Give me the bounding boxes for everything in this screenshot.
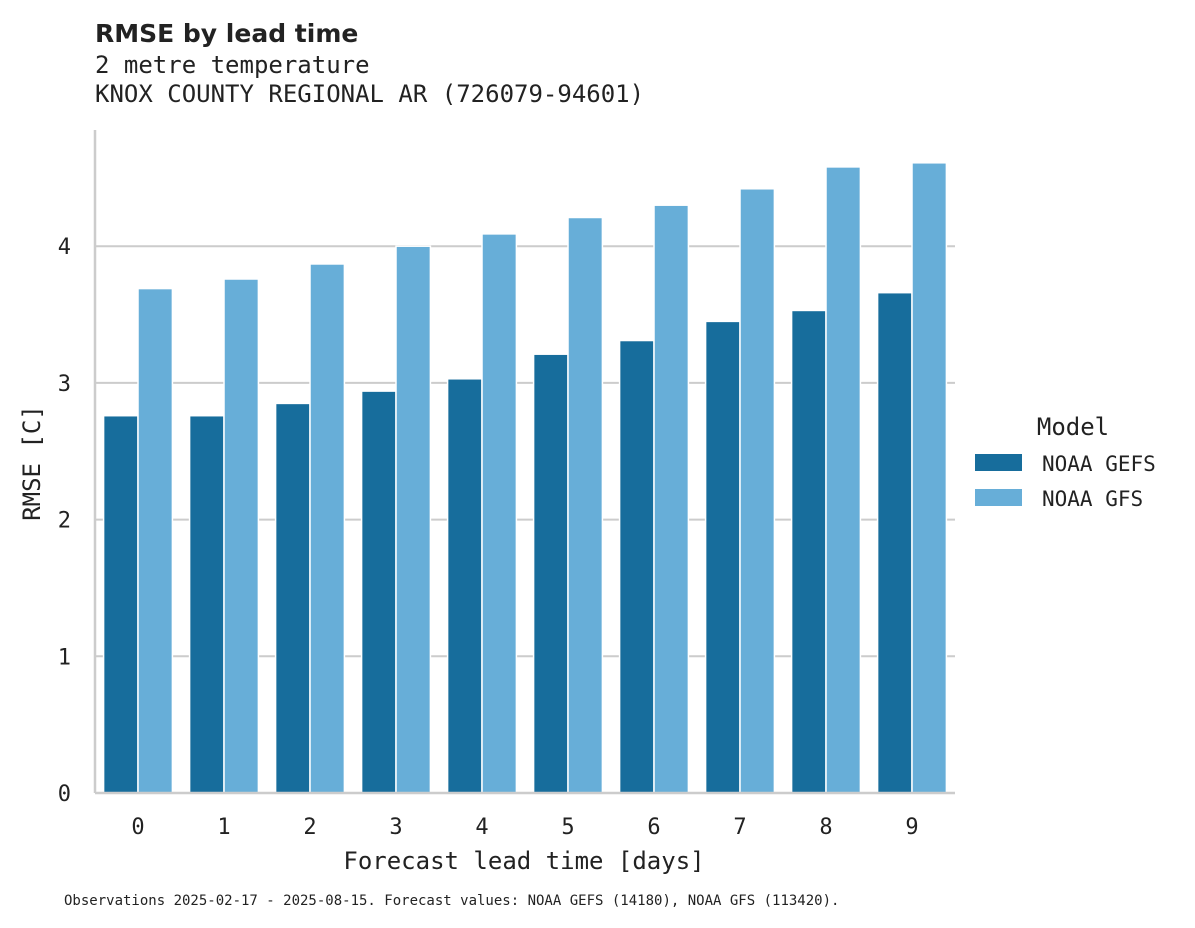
x-tick-label: 2: [303, 815, 316, 840]
y-axis-label: RMSE [C]: [18, 405, 46, 521]
legend-swatch-noaa-gefs: [975, 454, 1022, 471]
chart-title: RMSE by lead time: [95, 19, 358, 48]
bar-noaa-gfs-7: [739, 188, 776, 794]
bar-noaa-gfs-5: [567, 216, 604, 794]
bar-noaa-gefs-2: [274, 402, 311, 794]
bar-noaa-gfs-6: [653, 204, 690, 794]
x-tick-label: 5: [561, 815, 574, 840]
bar-noaa-gfs-2: [309, 263, 346, 794]
bar-noaa-gefs-8: [790, 309, 827, 794]
bar-noaa-gefs-1: [188, 414, 225, 794]
bar-noaa-gfs-9: [911, 162, 948, 794]
legend-label: NOAA GFS: [1042, 487, 1143, 511]
x-tick-label: 8: [819, 815, 832, 840]
y-tick-label: 0: [58, 782, 71, 807]
legend-swatch-noaa-gfs: [975, 489, 1022, 506]
bar-noaa-gfs-3: [395, 245, 432, 794]
bar-noaa-gefs-7: [704, 320, 741, 794]
x-tick-label: 1: [217, 815, 230, 840]
legend-title: Model: [1037, 413, 1109, 441]
chart-subtitle-variable: 2 metre temperature: [95, 51, 370, 79]
bar-noaa-gefs-9: [876, 291, 913, 794]
legend: Model NOAA GEFS NOAA GFS: [975, 413, 1156, 511]
y-tick-label: 2: [58, 509, 71, 534]
bar-noaa-gefs-6: [618, 339, 655, 794]
x-tick-label: 6: [647, 815, 660, 840]
axes: [93, 130, 955, 795]
x-tick-label: 7: [733, 815, 746, 840]
x-tick-label: 3: [389, 815, 402, 840]
y-tick-label: 3: [58, 372, 71, 397]
bar-noaa-gefs-3: [360, 390, 397, 794]
bar-noaa-gfs-0: [137, 287, 174, 794]
bar-noaa-gefs-4: [446, 378, 483, 794]
bar-noaa-gefs-5: [532, 353, 569, 794]
footnote: Observations 2025-02-17 - 2025-08-15. Fo…: [64, 893, 839, 909]
chart-subtitle-station: KNOX COUNTY REGIONAL AR (726079-94601): [95, 80, 644, 108]
x-tick-label: 4: [475, 815, 488, 840]
y-tick-label: 1: [58, 645, 71, 670]
x-tick-label: 0: [131, 815, 144, 840]
tick-labels: 0 1 2 3 4 0 1 2 3 4 5 6 7 8 9: [58, 235, 919, 840]
x-tick-label: 9: [905, 815, 918, 840]
legend-label: NOAA GEFS: [1042, 452, 1156, 476]
x-axis-label: Forecast lead time [days]: [343, 847, 704, 875]
bar-noaa-gfs-8: [825, 166, 862, 794]
bar-noaa-gfs-1: [223, 278, 260, 794]
bar-noaa-gefs-0: [102, 414, 139, 794]
bars: [102, 162, 948, 794]
bar-noaa-gfs-4: [481, 233, 518, 794]
y-tick-label: 4: [58, 235, 71, 260]
